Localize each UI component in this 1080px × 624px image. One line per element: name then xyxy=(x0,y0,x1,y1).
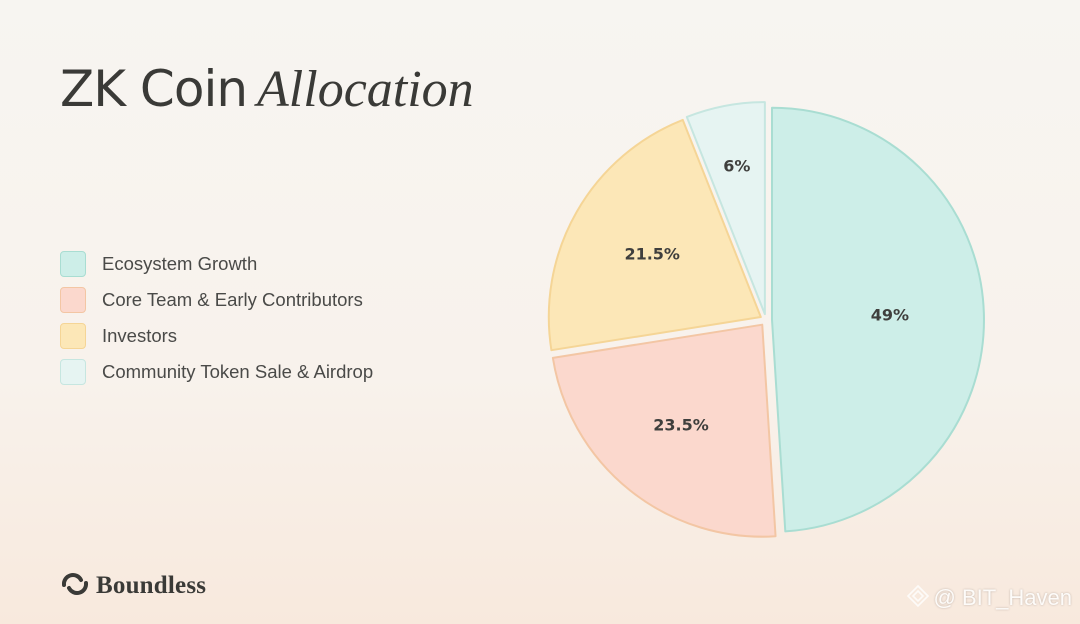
pie-label-investors: 21.5% xyxy=(624,245,680,264)
boundless-logo-icon xyxy=(60,572,90,600)
legend-swatch-community-sale xyxy=(60,359,86,385)
legend-item-core-team: Core Team & Early Contributors xyxy=(60,282,373,318)
pie-label-community-sale: 6% xyxy=(723,156,750,175)
watermark: @ BIT_Haven xyxy=(906,584,1073,612)
pie-label-core-team: 23.5% xyxy=(653,416,709,435)
legend-item-community-sale: Community Token Sale & Airdrop xyxy=(60,354,373,390)
legend-label-investors: Investors xyxy=(102,325,178,346)
legend-item-ecosystem-growth: Ecosystem Growth xyxy=(60,246,373,282)
legend-item-investors: Investors xyxy=(60,318,373,354)
legend-swatch-core-team xyxy=(60,287,86,313)
legend-label-ecosystem-growth: Ecosystem Growth xyxy=(102,253,258,274)
legend-swatch-ecosystem-growth xyxy=(60,251,86,277)
pie-slice-community-sale xyxy=(685,101,766,316)
watermark-text: @ BIT_Haven xyxy=(933,585,1073,610)
title-main: ZK Coin xyxy=(60,60,248,118)
binance-diamond-icon xyxy=(906,584,930,612)
pie-label-ecosystem-growth: 49% xyxy=(871,306,909,325)
legend-label-core-team: Core Team & Early Contributors xyxy=(102,289,363,310)
legend-swatch-investors xyxy=(60,323,86,349)
brand-logo: Boundless xyxy=(60,572,206,600)
brand-name: Boundless xyxy=(96,572,207,599)
pie-slice-core-team xyxy=(551,323,777,538)
pie-slice-ecosystem-growth xyxy=(771,106,985,533)
chart-title: ZK Coin Allocation xyxy=(60,58,474,121)
chart-legend: Ecosystem Growth Core Team & Early Contr… xyxy=(60,246,373,390)
legend-label-community-sale: Community Token Sale & Airdrop xyxy=(102,361,374,382)
pie-slice-investors xyxy=(547,118,762,352)
title-accent: Allocation xyxy=(257,61,474,118)
